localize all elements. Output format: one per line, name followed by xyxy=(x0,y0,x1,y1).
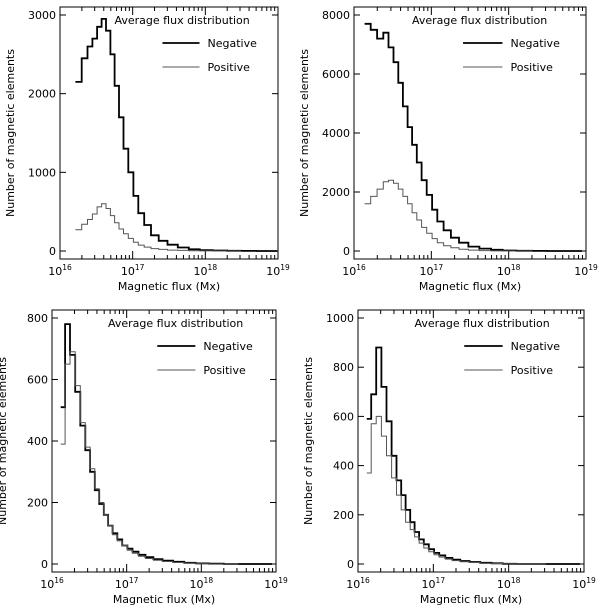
x-tick-label: 1019 xyxy=(572,576,596,591)
legend-label-negative: Negative xyxy=(510,37,560,50)
series-negative-line xyxy=(75,18,278,252)
x-tick-label: 1016 xyxy=(342,263,366,278)
legend-title: Average flux distribution xyxy=(115,14,250,27)
x-axis-label: Magnetic flux (Mx) xyxy=(420,593,522,606)
y-axis-label: Number of magnetic elements xyxy=(0,357,9,525)
panel-bottom-right: 0 200 400 600 800 1000 1016 1017 1018 1019 Magneti… xyxy=(302,309,596,606)
legend-label-negative: Negative xyxy=(203,340,253,353)
x-tick-label: 1019 xyxy=(574,263,598,278)
y-tick-label: 1000 xyxy=(28,166,56,179)
y-tick-label: 600 xyxy=(27,374,48,387)
x-tick-label: 1018 xyxy=(194,263,218,278)
x-tick-label: 1017 xyxy=(420,263,444,278)
panel-top-left: 0 1000 2000 3000 1016 1017 1018 1019 Magnetic fl… xyxy=(4,6,290,293)
legend-title: Average flux distribution xyxy=(108,317,243,330)
y-tick-label: 0 xyxy=(49,245,56,258)
legend-label-negative: Negative xyxy=(511,340,561,353)
series-positive-line xyxy=(60,351,239,565)
y-tick-label: 0 xyxy=(343,245,350,258)
y-tick-label: 200 xyxy=(27,497,48,510)
x-tick-label: 1018 xyxy=(497,263,521,278)
y-axis-label: Number of magnetic elements xyxy=(302,357,315,525)
x-tick-label: 1017 xyxy=(422,576,446,591)
y-tick-label: 600 xyxy=(333,410,354,423)
legend-label-positive: Positive xyxy=(208,61,251,74)
legend-label-positive: Positive xyxy=(203,364,246,377)
y-tick-label: 8000 xyxy=(322,9,350,22)
y-tick-label: 400 xyxy=(333,460,354,473)
series-positive-line xyxy=(366,415,546,565)
y-tick-label: 0 xyxy=(347,558,354,571)
x-tick-label: 1016 xyxy=(346,576,370,591)
x-tick-label: 1017 xyxy=(115,576,139,591)
y-tick-label: 1000 xyxy=(326,312,354,325)
legend-label-positive: Positive xyxy=(511,364,554,377)
panel-bottom-left: 0 200 400 600 800 1016 1017 1018 1019 Magnetic fl… xyxy=(0,309,288,606)
series-positive-line xyxy=(75,203,242,252)
plot-frame xyxy=(357,309,585,573)
y-tick-label: 2000 xyxy=(28,88,56,101)
x-axis-label: Magnetic flux (Mx) xyxy=(118,280,220,293)
y-tick-label: 400 xyxy=(27,435,48,448)
y-tick-label: 4000 xyxy=(322,127,350,140)
x-tick-label: 1018 xyxy=(190,576,214,591)
x-tick-label: 1019 xyxy=(266,263,290,278)
x-tick-label: 1017 xyxy=(121,263,145,278)
panel-top-right: 0 2000 4000 6000 8000 1016 1017 1018 1019 Magneti… xyxy=(298,6,598,293)
y-tick-label: 800 xyxy=(27,312,48,325)
legend-label-positive: Positive xyxy=(510,61,553,74)
series-negative-line xyxy=(366,346,581,565)
x-tick-label: 1019 xyxy=(264,576,288,591)
y-tick-label: 800 xyxy=(333,361,354,374)
y-tick-label: 0 xyxy=(41,558,48,571)
series-negative-line xyxy=(60,323,273,565)
legend-title: Average flux distribution xyxy=(415,317,550,330)
x-tick-label: 1016 xyxy=(48,263,72,278)
x-tick-label: 1016 xyxy=(40,576,64,591)
series-negative-line xyxy=(364,22,582,252)
y-axis-label: Number of magnetic elements xyxy=(298,49,311,217)
y-tick-label: 2000 xyxy=(322,186,350,199)
y-axis-label: Number of magnetic elements xyxy=(4,49,17,217)
y-tick-label: 6000 xyxy=(322,68,350,81)
x-axis-label: Magnetic flux (Mx) xyxy=(419,280,521,293)
plot-frame xyxy=(59,6,279,260)
x-tick-label: 1018 xyxy=(497,576,521,591)
y-tick-label: 3000 xyxy=(28,9,56,22)
legend-title: Average flux distribution xyxy=(412,14,547,27)
y-tick-label: 200 xyxy=(333,509,354,522)
legend-label-negative: Negative xyxy=(208,37,258,50)
x-axis-label: Magnetic flux (Mx) xyxy=(113,593,215,606)
series-positive-line xyxy=(364,179,533,252)
